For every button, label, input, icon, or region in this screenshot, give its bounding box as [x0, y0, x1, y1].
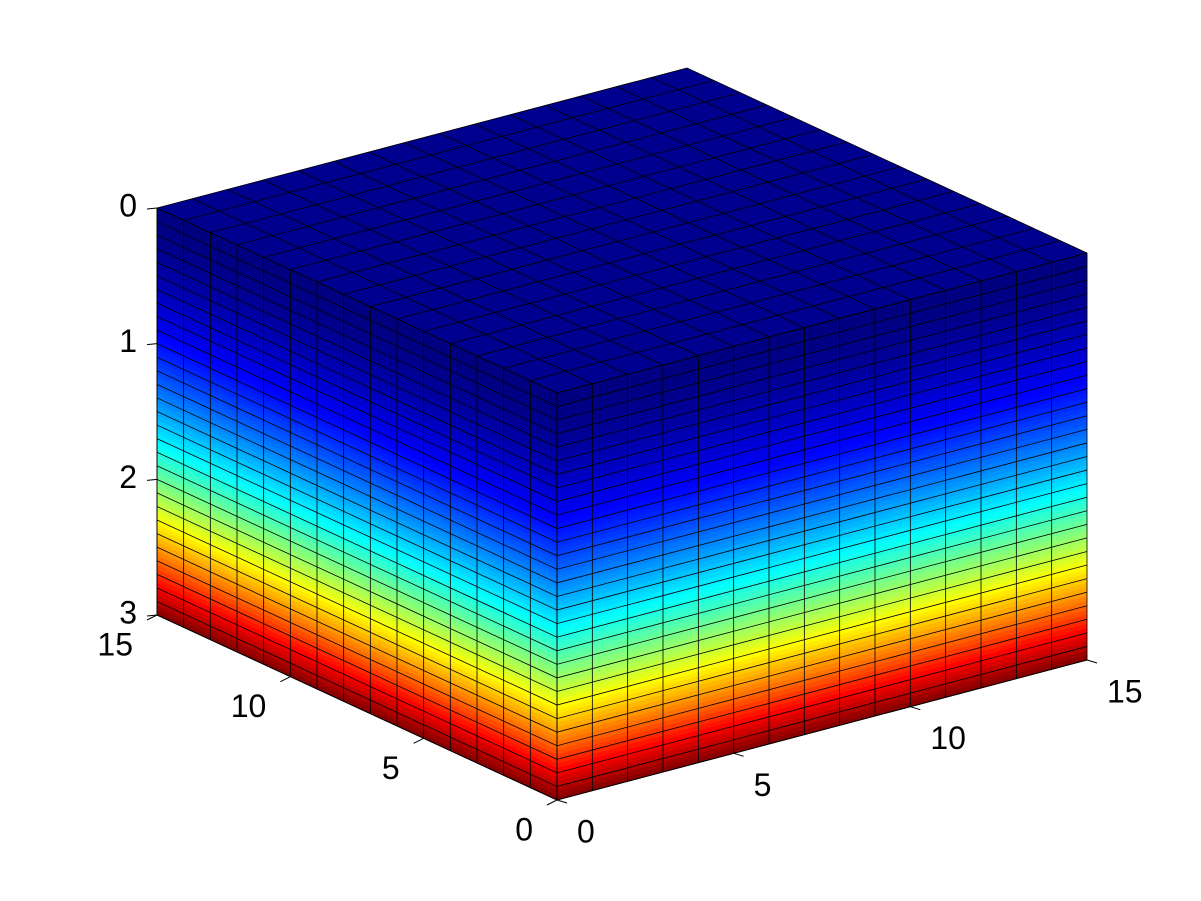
mesh-line — [156, 356, 1088, 543]
mesh-line — [474, 123, 876, 310]
mesh-line — [262, 179, 664, 366]
mesh — [156, 67, 1088, 801]
x-tick-label: 5 — [754, 767, 772, 803]
mesh-line — [156, 573, 1088, 760]
mesh-line — [183, 79, 714, 221]
y-axis — [156, 614, 558, 801]
z-tick — [146, 343, 158, 346]
mesh-line — [156, 560, 1088, 747]
mesh-line — [236, 104, 768, 246]
mesh-line — [156, 411, 1088, 597]
top-face — [157, 68, 1087, 393]
mesh-line — [156, 207, 1088, 394]
mesh-line — [343, 153, 874, 295]
y-tick — [413, 737, 424, 744]
mesh-line — [156, 261, 1088, 448]
x-tick — [733, 752, 744, 757]
mesh-line — [156, 384, 1088, 570]
mesh-line — [192, 198, 593, 385]
mesh-line — [651, 76, 1052, 263]
mesh-line — [476, 215, 1008, 357]
mesh-line — [686, 67, 1088, 254]
z-tick-label: 3 — [119, 594, 137, 630]
mesh-line — [156, 248, 1088, 435]
y-tick — [280, 676, 291, 683]
mesh-line — [580, 95, 982, 282]
x-tick-label: 15 — [1107, 673, 1143, 709]
mesh-line — [156, 546, 1088, 733]
mesh-line — [530, 240, 1061, 382]
mesh-line — [156, 67, 688, 209]
mesh-line — [156, 343, 1088, 530]
mesh-line — [156, 370, 1088, 557]
mesh-line — [156, 424, 1088, 611]
mesh-line — [156, 438, 1088, 625]
mesh-line — [156, 601, 1088, 787]
mesh-line — [263, 116, 794, 258]
y-tick — [546, 799, 558, 806]
mesh-line — [316, 141, 848, 283]
mesh-line — [616, 86, 1017, 273]
y-tick-label: 0 — [515, 811, 533, 847]
z-tick-label: 0 — [119, 187, 137, 223]
mesh-line — [156, 221, 1088, 407]
mesh-line — [156, 316, 1088, 502]
x-tick-label: 0 — [577, 813, 595, 849]
y-tick — [146, 614, 158, 621]
mesh-line — [333, 160, 734, 347]
mesh-line — [156, 302, 1088, 489]
z-tick-label: 1 — [119, 323, 137, 359]
mesh-line — [423, 190, 954, 332]
z-tick — [146, 207, 158, 210]
mesh-line — [510, 114, 911, 301]
x-tick — [556, 799, 568, 804]
mesh-line — [156, 451, 1088, 638]
mesh-line — [156, 329, 1088, 516]
mesh-line — [396, 178, 928, 320]
mesh-line — [298, 170, 699, 357]
mesh-line — [503, 227, 1034, 369]
x-tick — [1086, 659, 1098, 664]
z-tick — [146, 478, 158, 481]
z-tick — [146, 614, 158, 617]
y-tick-label: 15 — [97, 626, 133, 662]
x-tick-label: 10 — [930, 720, 966, 756]
mesh-line — [156, 519, 1088, 706]
y-tick-label: 10 — [231, 688, 267, 724]
mesh-line — [156, 492, 1088, 679]
y-tick-label: 5 — [382, 750, 400, 786]
mesh-line — [545, 104, 946, 291]
z-tick-label: 2 — [119, 459, 137, 495]
mesh-line — [227, 188, 628, 375]
mesh-line — [156, 275, 1088, 462]
mesh-line — [439, 132, 840, 319]
mesh-line — [404, 142, 805, 329]
mesh-line — [156, 533, 1088, 720]
mesh-line — [156, 397, 1088, 584]
x-tick — [910, 706, 921, 711]
mesh-line — [290, 129, 821, 271]
mesh-line — [156, 234, 1088, 421]
mesh-line — [156, 587, 1088, 774]
mesh-line — [156, 465, 1088, 652]
mesh-line — [156, 289, 1088, 475]
mesh-line — [210, 92, 741, 234]
mesh-line — [368, 151, 770, 338]
mesh-line — [370, 166, 901, 308]
mesh-line — [156, 506, 1088, 692]
mesh-line — [450, 203, 981, 345]
x-axis — [556, 659, 1088, 801]
mesh-line — [156, 478, 1088, 665]
